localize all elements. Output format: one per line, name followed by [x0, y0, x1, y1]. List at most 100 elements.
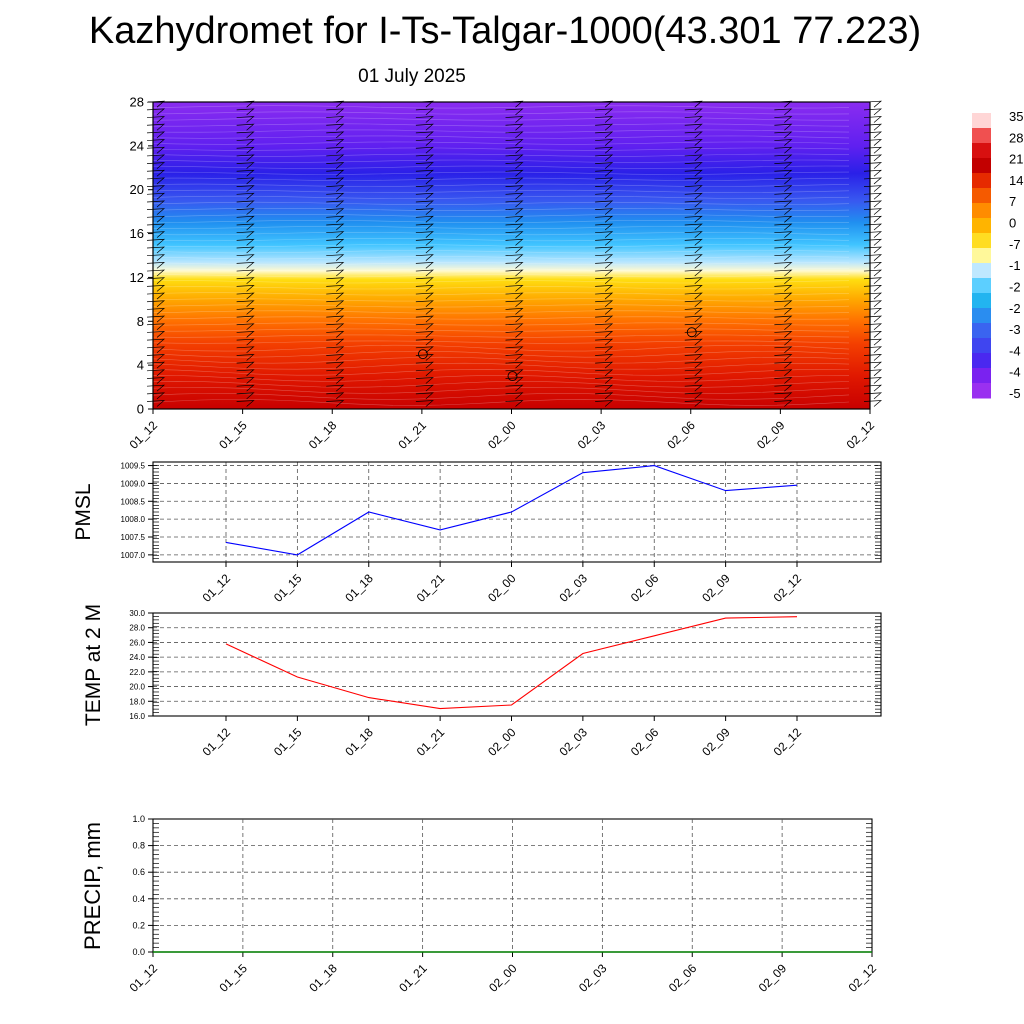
wind-barb [684, 154, 703, 162]
wind-barb [236, 108, 255, 116]
wind-barb [415, 254, 434, 261]
x-tick-label: 01_12 [127, 961, 161, 995]
wind-barb [774, 254, 793, 261]
wind-barb [595, 131, 614, 139]
wind-barb [415, 108, 434, 116]
colorbar-segment [972, 293, 991, 309]
wind-barb [595, 208, 614, 215]
contour-line [152, 399, 850, 406]
colorbar-segment [972, 128, 991, 144]
wind-barb [684, 377, 703, 384]
contour-line [152, 165, 850, 169]
wind-barb [774, 154, 793, 162]
wind-barb [326, 208, 345, 215]
wind-barb [595, 369, 614, 377]
colorbar-segment [972, 308, 991, 324]
wind-barb [236, 269, 255, 277]
contour-line [152, 213, 850, 218]
wind-barb [326, 300, 345, 308]
wind-barb [684, 400, 703, 407]
wind-barb [326, 108, 345, 116]
wind-barb [774, 323, 793, 331]
calm-marker [686, 327, 697, 338]
wind-barb [415, 269, 434, 277]
colorbar-label: -5 [1009, 386, 1021, 401]
contour-line [152, 123, 850, 127]
x-tick-label: 02_12 [771, 725, 805, 759]
wind-barb [415, 139, 434, 146]
colorbar-segment [972, 248, 991, 264]
wind-barb [326, 238, 345, 246]
colorbar-segment [972, 338, 991, 354]
wind-barb [684, 108, 703, 116]
y-tick-label: 1009.5 [121, 462, 146, 471]
wind-barb [505, 338, 524, 346]
wind-barb [684, 354, 703, 361]
wind-barb [595, 215, 614, 223]
wind-barb [326, 269, 345, 277]
x-tick-label: 02_00 [485, 571, 519, 605]
wind-barb [415, 315, 434, 323]
wind-barb [595, 392, 614, 400]
wind-barb [774, 369, 793, 377]
wind-barb [326, 131, 345, 139]
wind-barb [595, 377, 614, 384]
y-tick-label: 1009.0 [121, 479, 146, 488]
y-axis-title: TEMP at 2 M [82, 604, 105, 726]
wind-barb [505, 392, 524, 400]
wind-barbs [146, 100, 883, 407]
wind-barb [684, 346, 703, 354]
wind-barb [774, 223, 793, 231]
wind-barb [326, 154, 345, 162]
wind-barb [505, 354, 524, 361]
x-tick-label: 02_06 [628, 725, 662, 759]
x-tick-label: 02_09 [756, 961, 790, 995]
colorbar-segment [972, 143, 991, 159]
wind-barb [236, 254, 255, 261]
wind-barb [595, 185, 614, 192]
wind-barb [505, 116, 524, 123]
wind-barb [415, 200, 434, 208]
x-tick-label: 01_12 [200, 571, 234, 605]
colorbar-segment [972, 278, 991, 294]
wind-barb [236, 185, 255, 192]
wind-barb [595, 331, 614, 338]
wind-barb [415, 323, 434, 331]
wind-barb [774, 308, 793, 315]
wind-barb [774, 192, 793, 200]
wind-barb [326, 292, 345, 300]
wind-barb [236, 354, 255, 361]
y-tick-label: 20 [130, 182, 144, 197]
y-tick-label: 0.6 [132, 867, 145, 877]
panel-frame [152, 461, 882, 563]
x-tick-label: 02_12 [771, 571, 805, 605]
wind-barb [684, 292, 703, 300]
wind-barb [595, 400, 614, 407]
wind-barb [684, 116, 703, 123]
x-tick-label: 01_21 [396, 961, 430, 995]
wind-barb [415, 223, 434, 231]
wind-barb [684, 185, 703, 192]
x-tick-label: 02_06 [666, 961, 700, 995]
wind-barb [236, 192, 255, 200]
wind-barb [415, 277, 434, 284]
wind-barb [774, 392, 793, 400]
x-tick-label: 02_12 [844, 418, 878, 452]
x-tick-label: 01_15 [216, 418, 250, 452]
x-tick-label: 02_03 [576, 961, 610, 995]
wind-barb [236, 154, 255, 162]
contour-line [152, 183, 850, 187]
wind-barb [595, 261, 614, 269]
contour-line [152, 201, 850, 205]
colorbar-segment [972, 158, 991, 174]
colorbar-label: 35 [1009, 109, 1023, 124]
wind-barb [774, 185, 793, 192]
wind-barb [505, 308, 524, 315]
contour-line [152, 380, 850, 388]
contour-line [152, 238, 850, 242]
y-tick-label: 28.0 [129, 624, 145, 633]
wind-barb [774, 108, 793, 116]
wind-barb [774, 238, 793, 246]
y-tick-label: 30.0 [129, 609, 145, 618]
wind-barb [505, 300, 524, 308]
